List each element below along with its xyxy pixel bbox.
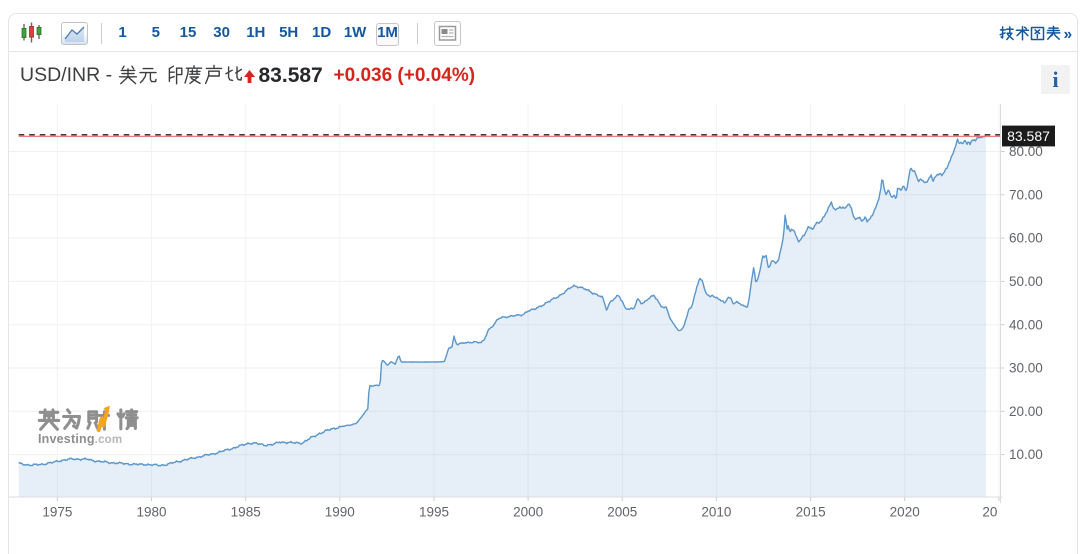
svg-text:1995: 1995 [419,505,449,520]
svg-text:20.00: 20.00 [1009,404,1043,419]
svg-text:2010: 2010 [701,505,731,520]
svg-text:2000: 2000 [513,505,543,520]
svg-text:60.00: 60.00 [1009,231,1043,246]
svg-text:1975: 1975 [42,505,72,520]
svg-text:20: 20 [982,505,997,520]
svg-text:10.00: 10.00 [1009,447,1043,462]
svg-text:30.00: 30.00 [1009,361,1043,376]
svg-text:2020: 2020 [890,505,920,520]
svg-text:1985: 1985 [231,505,261,520]
svg-text:1990: 1990 [325,505,355,520]
svg-text:83.587: 83.587 [1007,128,1050,144]
svg-text:2005: 2005 [607,505,637,520]
svg-text:2015: 2015 [796,505,826,520]
svg-text:80.00: 80.00 [1009,144,1043,159]
svg-text:40.00: 40.00 [1009,317,1043,332]
svg-text:70.00: 70.00 [1009,187,1043,202]
svg-text:1980: 1980 [136,505,166,520]
svg-text:50.00: 50.00 [1009,274,1043,289]
